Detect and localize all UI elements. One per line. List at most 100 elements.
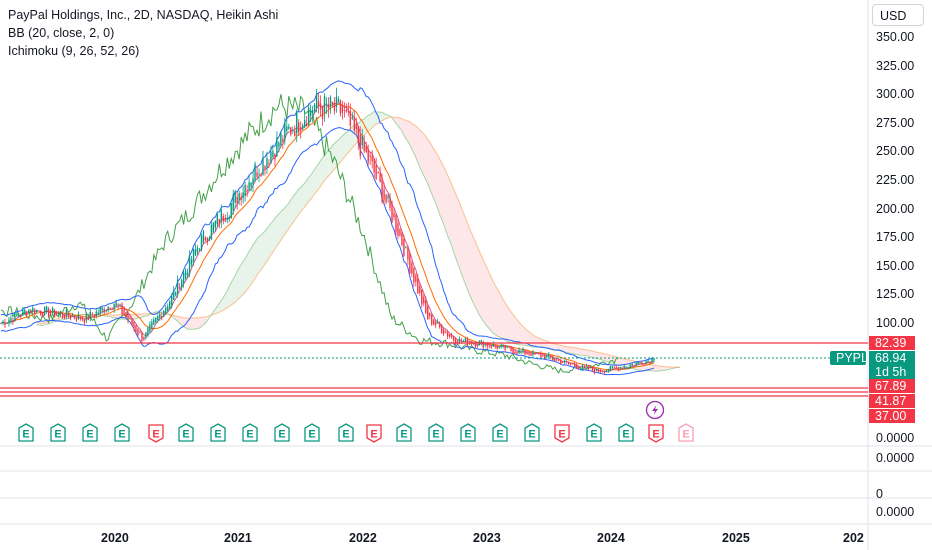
candle-body bbox=[236, 196, 238, 204]
legend-title[interactable]: PayPal Holdings, Inc., 2D, NASDAQ, Heiki… bbox=[8, 8, 279, 22]
candle-body bbox=[571, 363, 574, 365]
last-price-tag: 68.94 bbox=[869, 351, 915, 365]
price-axis-tick: 275.00 bbox=[876, 115, 915, 130]
candle-body bbox=[280, 132, 282, 145]
candle-body bbox=[563, 360, 566, 363]
candle-body bbox=[413, 268, 415, 283]
earnings-marker[interactable]: E bbox=[524, 423, 540, 442]
earnings-marker[interactable]: E bbox=[114, 423, 130, 442]
candle-body bbox=[431, 314, 433, 325]
candle-body bbox=[518, 349, 520, 354]
candle-body bbox=[329, 97, 332, 107]
candle-body bbox=[182, 272, 185, 284]
earnings-marker-label: E bbox=[464, 429, 471, 441]
candle-body bbox=[486, 344, 488, 347]
candle-body bbox=[97, 312, 99, 314]
earnings-marker-label: E bbox=[214, 429, 221, 441]
time-axis-tick: 2022 bbox=[349, 531, 377, 545]
candle-body bbox=[89, 311, 92, 319]
earnings-marker[interactable]: E bbox=[148, 424, 164, 443]
candle-body bbox=[292, 130, 294, 132]
candle-body bbox=[67, 313, 70, 317]
candle-body bbox=[49, 312, 52, 314]
earnings-marker[interactable]: E bbox=[304, 423, 320, 442]
candle-body bbox=[220, 210, 223, 222]
candle-body bbox=[530, 353, 532, 357]
candle-body bbox=[395, 214, 397, 232]
earnings-marker[interactable]: E bbox=[492, 423, 508, 442]
currency-button[interactable]: USD bbox=[872, 4, 924, 26]
candle-body bbox=[544, 355, 546, 360]
time-axis-tick: 2025 bbox=[722, 531, 750, 545]
candle-body bbox=[359, 134, 361, 157]
legend-ichimoku[interactable]: Ichimoku (9, 26, 52, 26) bbox=[8, 44, 140, 58]
candle-body bbox=[331, 101, 334, 105]
candle-body bbox=[343, 109, 346, 111]
ichimoku-leading-span-b bbox=[36, 116, 680, 368]
candle-body bbox=[178, 286, 181, 289]
candle-body bbox=[494, 345, 496, 347]
earnings-marker[interactable]: E bbox=[428, 423, 444, 442]
earnings-marker[interactable]: E bbox=[178, 423, 194, 442]
candle-body bbox=[212, 222, 215, 233]
candle-body bbox=[157, 315, 159, 321]
earnings-marker[interactable]: E bbox=[210, 423, 226, 442]
earnings-marker[interactable]: E bbox=[338, 423, 354, 442]
candle-body bbox=[357, 126, 359, 143]
earnings-marker[interactable]: E bbox=[678, 423, 694, 442]
candle-body bbox=[8, 319, 10, 324]
earnings-marker[interactable]: E bbox=[554, 424, 570, 443]
earnings-marker[interactable]: E bbox=[366, 424, 382, 443]
candle-body bbox=[41, 312, 44, 317]
candle-body bbox=[460, 340, 463, 342]
earnings-marker[interactable]: E bbox=[618, 423, 634, 442]
price-axis-tick: 325.00 bbox=[876, 58, 915, 73]
lightning-icon bbox=[652, 405, 658, 415]
legend-bollinger-bands[interactable]: BB (20, close, 2, 0) bbox=[8, 26, 115, 40]
earnings-marker[interactable]: E bbox=[586, 423, 602, 442]
candle-body bbox=[391, 202, 393, 223]
candle-body bbox=[623, 366, 625, 369]
candle-body bbox=[425, 299, 427, 313]
horizontal-levels[interactable] bbox=[0, 342, 868, 397]
candle-body bbox=[524, 350, 526, 355]
earnings-marker-shape bbox=[460, 423, 476, 442]
candle-body bbox=[176, 279, 179, 294]
candle-body bbox=[617, 367, 619, 371]
candle-body bbox=[6, 322, 8, 324]
candle-body bbox=[202, 231, 205, 243]
candle-body bbox=[429, 312, 431, 317]
candle-body bbox=[438, 322, 441, 327]
earnings-marker[interactable]: E bbox=[648, 424, 664, 443]
candle-body bbox=[133, 321, 135, 329]
candle-body bbox=[256, 172, 258, 177]
time-axis-tick: 2023 bbox=[473, 531, 501, 545]
candle-body bbox=[141, 332, 143, 341]
earnings-marker[interactable]: E bbox=[396, 423, 412, 442]
candle-body bbox=[282, 138, 284, 142]
candle-body bbox=[147, 328, 149, 336]
candle-body bbox=[284, 122, 286, 140]
candle-body bbox=[95, 311, 97, 317]
candle-body bbox=[28, 309, 30, 314]
earnings-marker[interactable]: E bbox=[82, 423, 98, 442]
candle-body bbox=[311, 109, 314, 114]
candle-body bbox=[218, 219, 221, 225]
earnings-marker[interactable]: E bbox=[460, 423, 476, 442]
earnings-marker[interactable]: E bbox=[274, 423, 290, 442]
candle-body bbox=[484, 343, 486, 345]
earnings-marker-shape bbox=[304, 423, 320, 442]
earnings-marker[interactable]: E bbox=[18, 423, 34, 442]
price-axis-tick: 300.00 bbox=[876, 87, 915, 102]
candle-body bbox=[393, 212, 395, 218]
candle-body bbox=[186, 272, 189, 275]
lightning-event-marker[interactable] bbox=[645, 400, 665, 420]
candle-body bbox=[208, 237, 211, 241]
candle-body bbox=[540, 352, 542, 357]
candle-body bbox=[625, 367, 627, 369]
earnings-marker[interactable]: E bbox=[50, 423, 66, 442]
candle-body bbox=[611, 366, 614, 369]
earnings-marker[interactable]: E bbox=[242, 423, 258, 442]
